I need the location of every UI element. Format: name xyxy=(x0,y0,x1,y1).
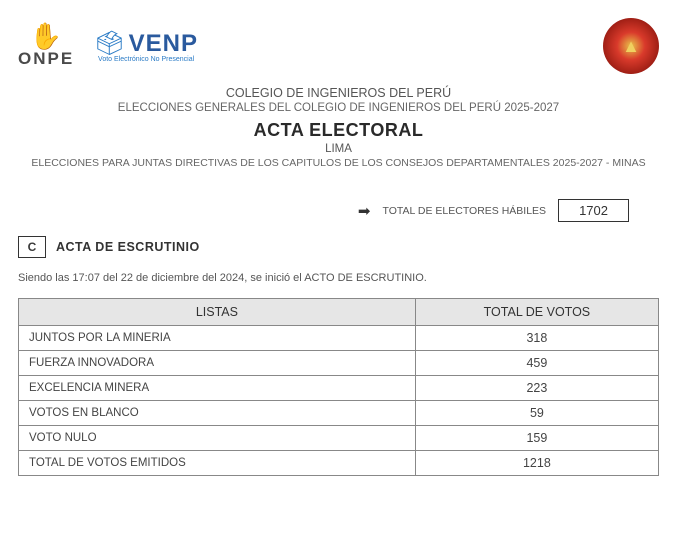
ballot-icon: 🗳 xyxy=(94,29,124,58)
list-name: FUERZA INNOVADORA xyxy=(19,351,416,376)
vote-count: 459 xyxy=(415,351,658,376)
list-name: EXCELENCIA MINERA xyxy=(19,376,416,401)
vote-count: 59 xyxy=(415,401,658,426)
vote-count: 318 xyxy=(415,326,658,351)
table-row: VOTO NULO 159 xyxy=(19,426,659,451)
electors-label: TOTAL DE ELECTORES HÁBILES xyxy=(382,205,546,217)
col-header-votos: TOTAL DE VOTOS xyxy=(415,299,658,326)
election-period: ELECCIONES GENERALES DEL COLEGIO DE INGE… xyxy=(18,102,659,114)
table-row: FUERZA INNOVADORA 459 xyxy=(19,351,659,376)
onpe-text: ONPE xyxy=(18,49,74,69)
venp-subtitle: Voto Electrónico No Presencial xyxy=(98,56,194,63)
section-heading: C ACTA DE ESCRUTINIO xyxy=(18,236,659,258)
arrow-right-icon: ➡ xyxy=(358,202,371,220)
hand-icon: ✋ xyxy=(30,23,62,49)
city-name: LIMA xyxy=(18,143,659,155)
venp-text: VENP xyxy=(129,30,198,58)
votes-table: LISTAS TOTAL DE VOTOS JUNTOS POR LA MINE… xyxy=(18,298,659,476)
table-header-row: LISTAS TOTAL DE VOTOS xyxy=(19,299,659,326)
left-logo-group: ✋ ONPE 🗳 VENP Voto Electrónico No Presen… xyxy=(18,23,198,69)
vote-count: 1218 xyxy=(415,451,658,476)
list-name: TOTAL DE VOTOS EMITIDOS xyxy=(19,451,416,476)
header-logos: ✋ ONPE 🗳 VENP Voto Electrónico No Presen… xyxy=(18,18,659,74)
votes-tbody: JUNTOS POR LA MINERIA 318 FUERZA INNOVAD… xyxy=(19,326,659,476)
org-name: COLEGIO DE INGENIEROS DEL PERÚ xyxy=(18,86,659,100)
table-row: JUNTOS POR LA MINERIA 318 xyxy=(19,326,659,351)
venp-top: 🗳 VENP xyxy=(94,29,198,58)
list-name: VOTO NULO xyxy=(19,426,416,451)
vote-count: 159 xyxy=(415,426,658,451)
election-description: ELECCIONES PARA JUNTAS DIRECTIVAS DE LOS… xyxy=(18,157,659,169)
table-row: EXCELENCIA MINERA 223 xyxy=(19,376,659,401)
document-title: ACTA ELECTORAL xyxy=(18,120,659,141)
list-name: VOTOS EN BLANCO xyxy=(19,401,416,426)
venp-logo: 🗳 VENP Voto Electrónico No Presencial xyxy=(94,29,198,63)
section-letter-box: C xyxy=(18,236,46,258)
timestamp-text: Siendo las 17:07 del 22 de diciembre del… xyxy=(18,272,659,284)
onpe-logo: ✋ ONPE xyxy=(18,23,74,69)
electors-row: ➡ TOTAL DE ELECTORES HÁBILES 1702 xyxy=(18,199,659,222)
electors-value: 1702 xyxy=(558,199,629,222)
cip-seal-icon: ▲ xyxy=(603,18,659,74)
vote-count: 223 xyxy=(415,376,658,401)
section-title: ACTA DE ESCRUTINIO xyxy=(56,240,200,254)
table-row: TOTAL DE VOTOS EMITIDOS 1218 xyxy=(19,451,659,476)
col-header-listas: LISTAS xyxy=(19,299,416,326)
table-row: VOTOS EN BLANCO 59 xyxy=(19,401,659,426)
list-name: JUNTOS POR LA MINERIA xyxy=(19,326,416,351)
